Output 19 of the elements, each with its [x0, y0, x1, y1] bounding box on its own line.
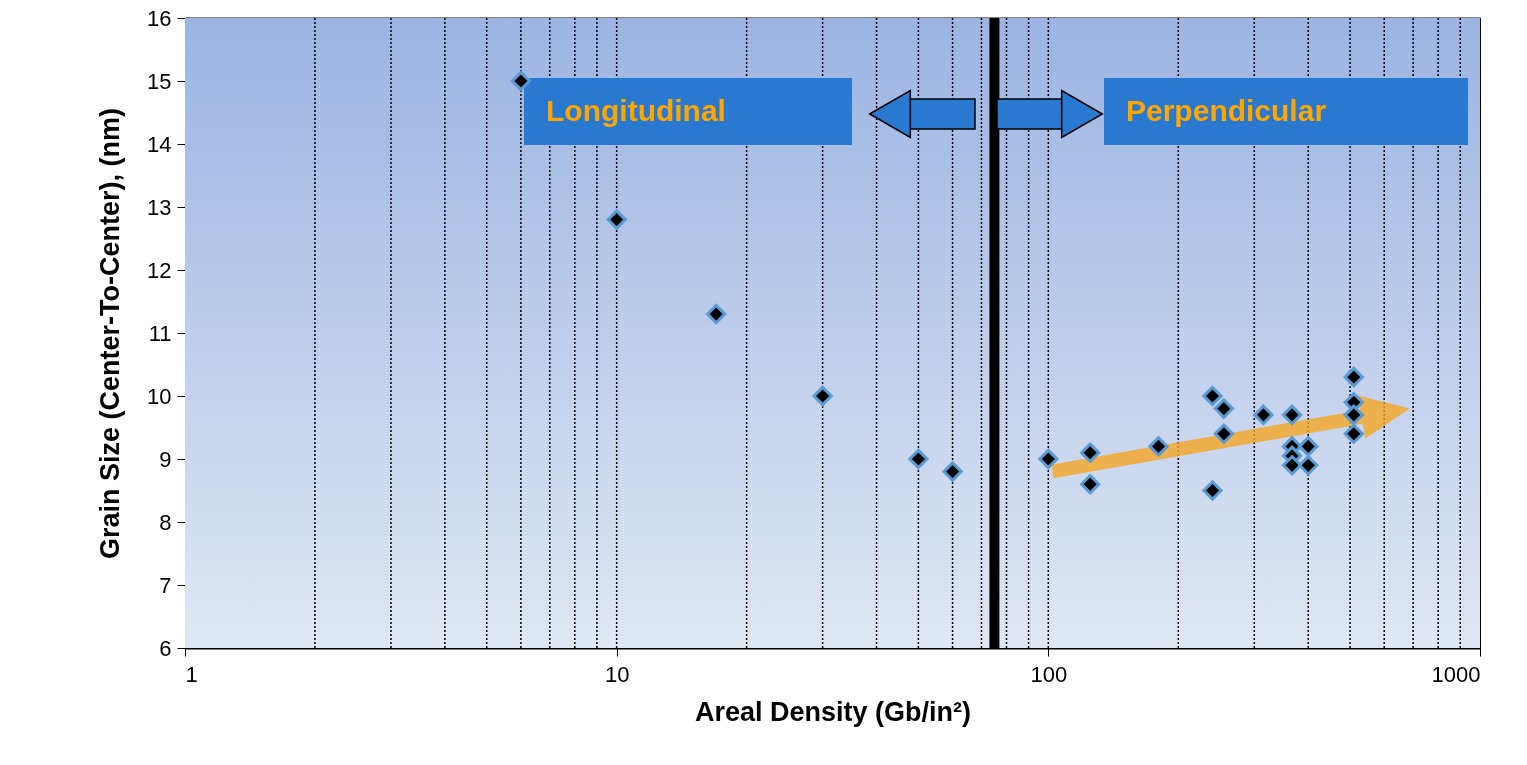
y-tick-label: 7: [159, 572, 172, 598]
y-tick-label: 11: [148, 320, 172, 346]
y-axis-title: Grain Size (Center-To-Center), (nm): [95, 107, 126, 560]
y-tick-label: 6: [159, 635, 172, 661]
y-tick-label: 14: [147, 131, 172, 157]
x-axis-title: Areal Density (Gb/in²): [694, 696, 972, 727]
y-tick-label: 8: [159, 509, 172, 535]
y-tick-label: 16: [147, 5, 172, 31]
y-tick-label: 12: [147, 257, 172, 283]
y-tick-label: 13: [147, 194, 172, 220]
annotation: Perpendicular: [1126, 93, 1327, 127]
x-tick-label: 10: [604, 661, 630, 687]
x-tick-label: 100: [1030, 661, 1068, 687]
annotation: Longitudinal: [546, 93, 726, 127]
x-tick-label: 1000: [1431, 661, 1481, 687]
y-tick-label: 10: [147, 383, 172, 409]
y-tick-label: 15: [147, 68, 172, 94]
y-tick-label: 9: [159, 446, 172, 472]
x-tick-label: 1: [185, 661, 198, 687]
